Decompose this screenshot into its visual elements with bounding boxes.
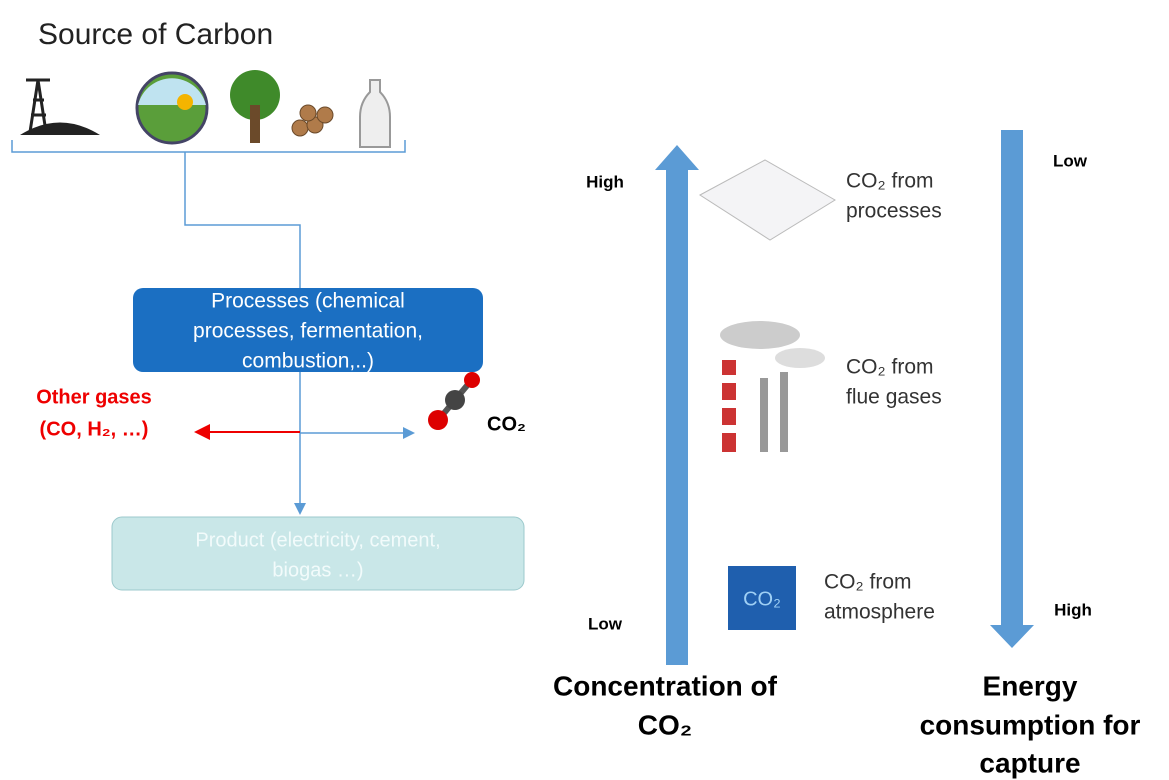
energy-label: Energy xyxy=(983,670,1078,701)
processes-text: combustion,..) xyxy=(242,350,374,373)
concentration-label: Concentration of xyxy=(553,670,778,701)
title: Source of Carbon xyxy=(38,18,273,51)
svg-text:CO₂: CO₂ xyxy=(743,588,781,610)
membrane-icon xyxy=(699,159,836,241)
co2-molecule xyxy=(428,372,480,430)
processes-box xyxy=(133,288,483,372)
concentration-label: CO₂ xyxy=(638,709,692,740)
other-gases-text: (CO, H₂, …) xyxy=(40,418,149,440)
other-gases-text: Other gases xyxy=(36,386,152,408)
energy-label: capture xyxy=(979,747,1080,778)
energy-low: Low xyxy=(1053,151,1088,170)
processes-text: processes, fermentation, xyxy=(193,320,423,343)
product-box xyxy=(111,516,525,591)
energy-arrow xyxy=(990,130,1034,648)
co2-label: CO₂ xyxy=(487,413,526,435)
energy-label: consumption for xyxy=(920,709,1141,740)
concentration-high: High xyxy=(586,172,624,191)
chimney-icon xyxy=(720,321,825,452)
product-text: biogas …) xyxy=(272,559,363,581)
energy-high: High xyxy=(1054,600,1092,619)
source-label: CO₂ from xyxy=(846,170,934,193)
concentration-arrow xyxy=(655,145,699,665)
concentration-low: Low xyxy=(588,614,623,633)
source-label: atmosphere xyxy=(824,601,935,624)
atmosphere-icon: CO₂ xyxy=(728,566,796,630)
source-label: CO₂ from xyxy=(846,356,934,379)
product-text: Product (electricity, cement, xyxy=(195,529,440,551)
source-label: flue gases xyxy=(846,386,942,409)
source-label: processes xyxy=(846,200,942,223)
source-label: CO₂ from xyxy=(824,571,912,594)
connectors xyxy=(11,140,415,515)
processes-text: Processes (chemical xyxy=(211,290,405,313)
source-icons xyxy=(20,70,391,148)
